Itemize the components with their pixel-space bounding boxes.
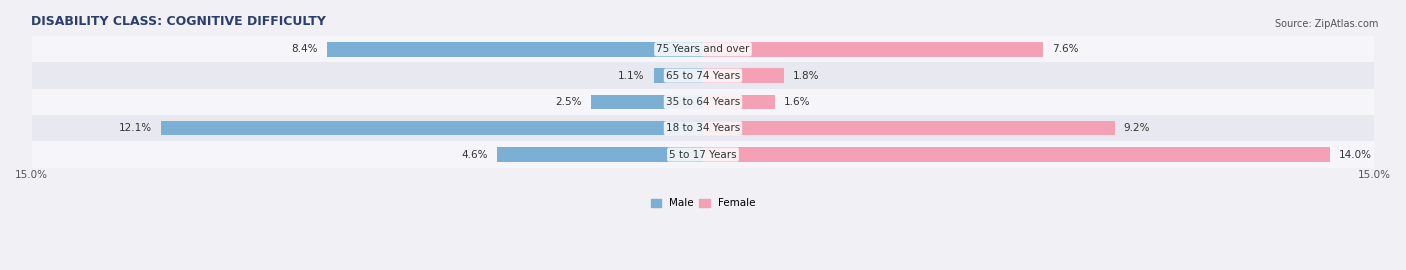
Bar — [31, 36, 1375, 62]
Bar — [703, 95, 775, 109]
Bar — [162, 121, 703, 136]
Text: 2.5%: 2.5% — [555, 97, 582, 107]
Text: 75 Years and over: 75 Years and over — [657, 44, 749, 54]
Text: 35 to 64 Years: 35 to 64 Years — [666, 97, 740, 107]
Bar — [703, 147, 1330, 162]
Bar — [31, 141, 1375, 168]
Text: 1.8%: 1.8% — [793, 70, 820, 80]
Legend: Male, Female: Male, Female — [647, 194, 759, 212]
Bar — [703, 42, 1043, 56]
Bar — [591, 95, 703, 109]
Text: 1.1%: 1.1% — [619, 70, 645, 80]
Text: 4.6%: 4.6% — [461, 150, 488, 160]
Text: 8.4%: 8.4% — [291, 44, 318, 54]
Bar — [328, 42, 703, 56]
Text: 14.0%: 14.0% — [1339, 150, 1372, 160]
Text: 1.6%: 1.6% — [783, 97, 810, 107]
Text: Source: ZipAtlas.com: Source: ZipAtlas.com — [1274, 19, 1378, 29]
Bar — [703, 121, 1115, 136]
Bar — [498, 147, 703, 162]
Bar — [703, 68, 783, 83]
Bar — [31, 89, 1375, 115]
Bar — [31, 62, 1375, 89]
Text: 12.1%: 12.1% — [120, 123, 152, 133]
Text: 65 to 74 Years: 65 to 74 Years — [666, 70, 740, 80]
Text: 5 to 17 Years: 5 to 17 Years — [669, 150, 737, 160]
Text: 9.2%: 9.2% — [1123, 123, 1150, 133]
Bar — [654, 68, 703, 83]
Text: DISABILITY CLASS: COGNITIVE DIFFICULTY: DISABILITY CLASS: COGNITIVE DIFFICULTY — [31, 15, 326, 28]
Text: 7.6%: 7.6% — [1052, 44, 1078, 54]
Text: 18 to 34 Years: 18 to 34 Years — [666, 123, 740, 133]
Bar — [31, 115, 1375, 141]
